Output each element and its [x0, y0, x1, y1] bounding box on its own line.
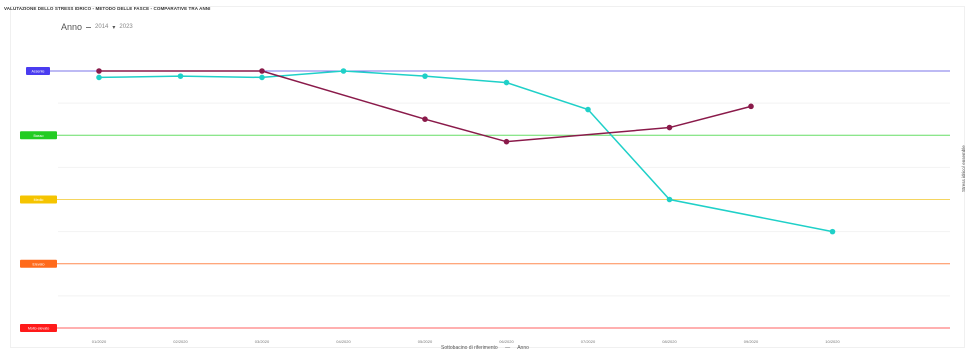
- series-point-1: [829, 228, 836, 235]
- year-to[interactable]: 2023: [119, 24, 133, 30]
- chart-frame: [10, 6, 965, 348]
- chart-title: VALUTAZIONE DELLO STRESS IDRICO - METODO…: [4, 6, 211, 11]
- band-badge-3: [20, 195, 57, 204]
- x-tick-label: 02/2020: [173, 339, 188, 344]
- dash-icon: [86, 26, 92, 28]
- band-badge-4: [20, 131, 57, 140]
- series-point-1: [340, 68, 347, 74]
- series-point-2: [96, 68, 102, 74]
- series-point-1: [177, 73, 184, 79]
- x-axis-label-suffix: Anno: [517, 345, 529, 351]
- series-point-1: [666, 196, 673, 203]
- series-point-1: [259, 74, 265, 81]
- band-badge-5: [26, 67, 50, 75]
- series-line-2: [99, 70, 752, 143]
- series-point-1: [503, 79, 510, 86]
- x-axis-label-text: Sottobacino di riferimento: [441, 345, 498, 351]
- series-point-1: [422, 73, 428, 79]
- band-label-2: Elevato: [33, 262, 45, 266]
- series-point-2: [666, 124, 673, 131]
- year-filter-label: Anno: [61, 22, 83, 32]
- band-label-5: Assente: [32, 70, 45, 74]
- series-point-1: [585, 106, 591, 113]
- series-point-1: [96, 74, 102, 81]
- x-axis-label: Sottobacino di riferimento — Anno: [441, 345, 529, 351]
- x-tick-label: 07/2020: [581, 339, 596, 344]
- x-tick-label: 05/2020: [418, 339, 433, 344]
- x-tick-label: 08/2020: [662, 339, 677, 344]
- series-point-2: [503, 138, 510, 145]
- series-line-1: [98, 70, 833, 233]
- x-tick-label: 10/2020: [825, 339, 840, 344]
- band-label-3: Medio: [34, 198, 44, 202]
- band-label-1: Molto elevato: [28, 327, 49, 331]
- band-label-4: Basso: [34, 134, 44, 138]
- chevron-down-icon[interactable]: ▾: [112, 24, 116, 31]
- x-tick-label: 09/2020: [744, 339, 759, 344]
- x-tick-label: 01/2020: [92, 339, 107, 344]
- year-from[interactable]: 2014: [95, 24, 109, 30]
- x-tick-label: 06/2020: [499, 339, 514, 344]
- band-badge-2: [20, 259, 57, 268]
- year-filter[interactable]: Anno 2014 ▾ 2023: [61, 22, 133, 32]
- x-tick-label: 04/2020: [336, 339, 351, 344]
- band-badge-1: [20, 324, 57, 332]
- series-point-2: [259, 68, 265, 74]
- series-point-2: [748, 103, 754, 110]
- series-point-2: [422, 116, 428, 122]
- right-axis-label: Stress idrico/ ensemble: [961, 145, 966, 192]
- x-tick-label: 03/2020: [255, 339, 270, 344]
